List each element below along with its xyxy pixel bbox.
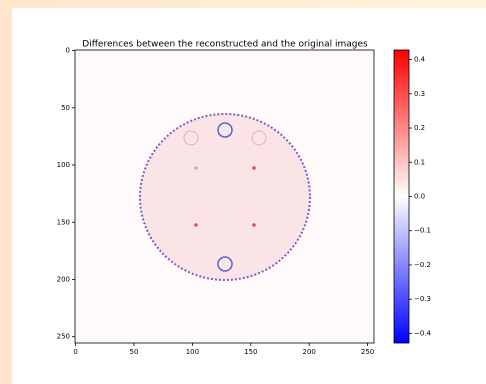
chart: Differences between the reconstructed an… [12, 8, 486, 384]
chart-title: Differences between the reconstructed an… [82, 40, 368, 50]
x-tick-label: 250 [361, 348, 374, 356]
colorbar-tick-label: 0.4 [414, 56, 426, 64]
colorbar [394, 50, 409, 343]
feature [194, 223, 198, 227]
x-tick-label: 0 [73, 348, 77, 356]
colorbar-tick-label: −0.1 [414, 227, 431, 235]
x-tick-label: 100 [186, 348, 199, 356]
image [75, 50, 374, 343]
feature [252, 166, 256, 170]
x-tick-label: 200 [302, 348, 315, 356]
y-tick-label: 100 [57, 161, 70, 169]
page: {"chart_data": {"type": "image", "title"… [0, 0, 486, 384]
colorbar-tick-label: 0.3 [414, 90, 425, 98]
feature [252, 223, 256, 227]
y-tick-label: 150 [57, 218, 70, 226]
feature [218, 257, 232, 271]
y-tick-label: 250 [57, 333, 70, 341]
colorbar-tick-label: −0.4 [414, 329, 432, 337]
colorbar-tick-label: 0.1 [414, 158, 425, 166]
y-tick-label: 50 [61, 104, 70, 112]
x-tick-label: 50 [130, 348, 139, 356]
y-tick-label: 0 [66, 47, 70, 55]
colorbar-tick-label: −0.3 [414, 295, 431, 303]
feature [194, 166, 198, 170]
phantom-disc [140, 114, 310, 280]
colorbar-tick-label: 0.0 [414, 193, 425, 201]
colorbar-tick-label: 0.2 [414, 124, 425, 132]
feature [218, 123, 232, 137]
x-tick-label: 150 [244, 348, 257, 356]
colorbar-tick-label: −0.2 [414, 261, 431, 269]
y-tick-label: 200 [57, 275, 70, 283]
